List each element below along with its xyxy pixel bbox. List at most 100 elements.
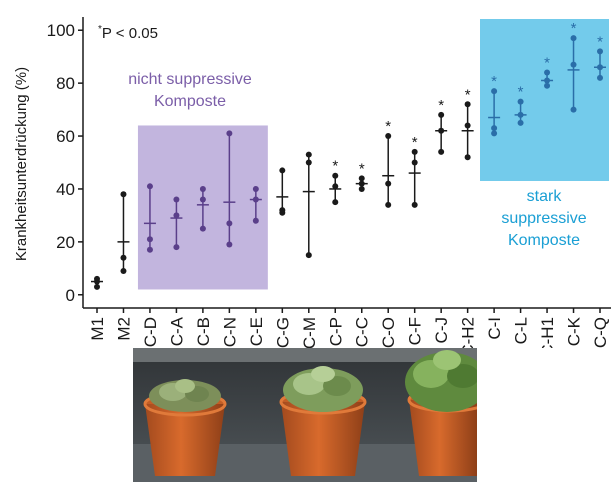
- x-tick-label: C-A: [167, 316, 186, 346]
- group-band: [480, 19, 609, 181]
- significance-note-star: *: [98, 24, 102, 35]
- x-tick-label: C-N: [220, 317, 239, 347]
- replicate-point: [146, 246, 153, 253]
- significance-star: *: [571, 20, 577, 37]
- replicate-point: [385, 180, 392, 187]
- significance-star: *: [438, 97, 444, 114]
- y-tick-label: 100: [47, 21, 75, 40]
- replicate-point: [252, 196, 259, 203]
- replicate-point: [491, 125, 498, 132]
- pot-right: [405, 350, 477, 476]
- replicate-point: [173, 212, 180, 219]
- significance-note: *P < 0.05: [98, 24, 158, 42]
- replicate-point: [226, 130, 233, 137]
- replicate-point: [305, 151, 312, 158]
- replicate-point: [358, 180, 365, 187]
- y-tick-label: 80: [56, 74, 75, 93]
- replicate-point: [332, 172, 339, 179]
- x-tick-label: C-L: [512, 317, 531, 344]
- significance-star: *: [412, 134, 418, 151]
- replicate-point: [358, 175, 365, 182]
- significance-note-text: P < 0.05: [102, 25, 158, 42]
- group-label-line: stark: [527, 188, 563, 205]
- group-label-line: Komposte: [508, 232, 580, 249]
- replicate-point: [252, 217, 259, 224]
- replicate-point: [544, 82, 551, 89]
- significance-star: *: [385, 118, 391, 135]
- pot-middle: [279, 366, 367, 476]
- x-tick-label: C-Q: [591, 317, 610, 348]
- replicate-point: [491, 130, 498, 137]
- x-tick-label: C-K: [565, 316, 584, 346]
- replicate-point: [385, 201, 392, 208]
- x-tick-label: C-P: [326, 317, 345, 346]
- replicate-point: [491, 88, 498, 95]
- replicate-point: [146, 236, 153, 243]
- replicate-point: [173, 196, 180, 203]
- replicate-point: [199, 225, 206, 232]
- axes: 0 20 40 60 80 100 M1 M2 C-D C-A C-B C-N C-E C-G C-M C-P…: [47, 17, 611, 348]
- replicate-point: [438, 148, 445, 155]
- x-tick-label: C-D: [141, 317, 160, 347]
- replicate-point: [517, 111, 524, 118]
- group-label: nicht suppressive Komposte: [128, 71, 252, 110]
- replicate-point: [517, 98, 524, 105]
- plant-pots-illustration: [133, 348, 477, 482]
- significance-star: *: [597, 33, 603, 50]
- replicate-point: [94, 283, 100, 290]
- x-tick-label: C-I: [485, 317, 504, 340]
- plant-pots-photo: [133, 348, 477, 482]
- group-label-line: Komposte: [154, 93, 226, 110]
- replicate-point: [279, 207, 286, 214]
- x-tick-label: M1: [88, 317, 107, 341]
- y-axis-label: Krankheitsunterdrückung (%): [13, 67, 30, 261]
- y-tick-label: 0: [66, 286, 75, 305]
- replicate-point: [120, 191, 127, 198]
- x-tick-label: C-G: [273, 317, 292, 348]
- x-tick-label: C-C: [353, 317, 372, 347]
- replicate-point: [305, 252, 312, 259]
- significance-star: *: [491, 73, 497, 90]
- group-label-line: suppressive: [501, 210, 586, 227]
- x-tick-label: C-J: [432, 317, 451, 343]
- y-tick-label: 20: [56, 233, 75, 252]
- significance-star: *: [359, 160, 365, 177]
- replicate-point: [597, 48, 603, 55]
- replicate-point: [570, 106, 577, 113]
- replicate-point: [597, 74, 603, 81]
- replicate-point: [199, 185, 206, 192]
- pot-left: [143, 379, 227, 476]
- x-tick-label: C-H2: [459, 317, 478, 348]
- replicate-point: [411, 159, 418, 166]
- replicate-point: [358, 185, 365, 192]
- replicate-point: [464, 154, 471, 161]
- replicate-point: [226, 220, 233, 227]
- x-tick-label: C-M: [300, 317, 319, 348]
- replicate-point: [385, 133, 392, 140]
- group-label-line: nicht suppressive: [128, 71, 252, 88]
- replicate-point: [597, 64, 603, 71]
- x-tick-label: C-B: [194, 317, 213, 346]
- replicate-point: [252, 185, 259, 192]
- replicate-point: [438, 111, 445, 118]
- replicate-point: [199, 196, 206, 203]
- x-tick-label: C-F: [406, 317, 425, 345]
- replicate-point: [570, 35, 577, 42]
- chart-marks: * * * * * * * * * * *: [91, 20, 606, 290]
- replicate-point: [570, 61, 577, 68]
- replicate-point: [411, 148, 418, 155]
- significance-star: *: [518, 84, 524, 101]
- replicate-point: [279, 167, 286, 174]
- replicate-point: [146, 183, 153, 190]
- replicate-point: [517, 119, 524, 126]
- x-tick-label: C-E: [247, 317, 266, 346]
- replicate-point: [173, 244, 180, 251]
- group-bands: nicht suppressive Komposte stark suppressiv…: [128, 19, 609, 290]
- replicate-point: [120, 267, 127, 274]
- replicate-point: [94, 275, 100, 282]
- significance-star: *: [465, 86, 471, 103]
- x-tick-label: M2: [114, 317, 133, 341]
- replicate-point: [120, 254, 127, 261]
- replicate-point: [464, 122, 471, 129]
- replicate-point: [305, 159, 312, 166]
